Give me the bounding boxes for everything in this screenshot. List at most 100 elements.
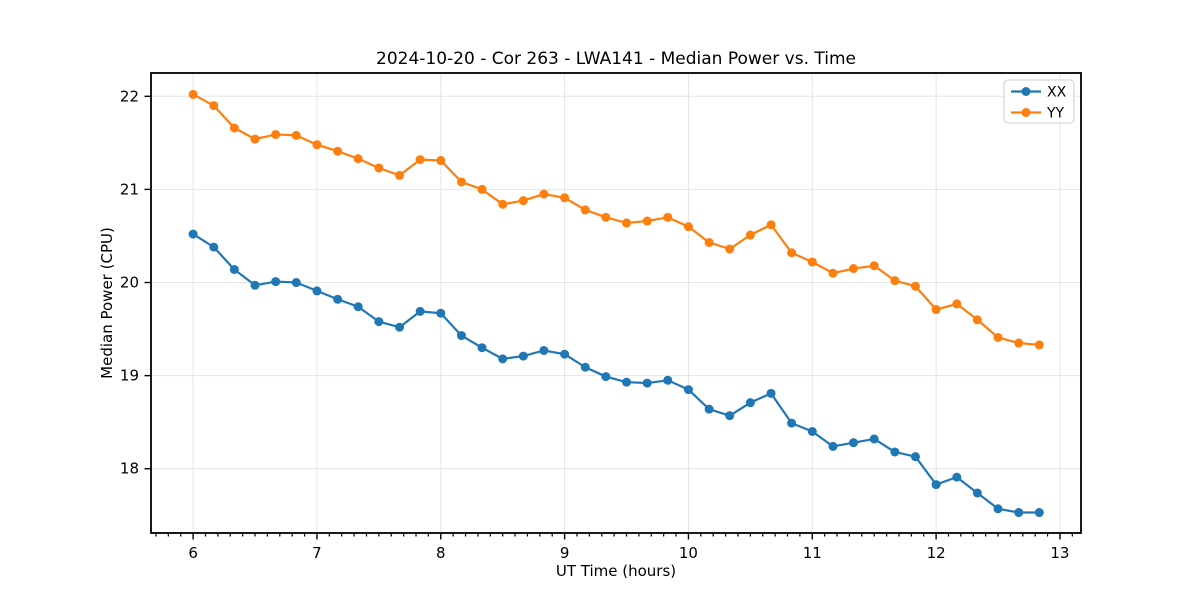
axis-tick-labels: 6 7 8 9 10 11 12 13 18 19 20 21 22 xyxy=(120,87,1070,562)
series-yy-marker xyxy=(622,218,632,228)
x-tick-label: 13 xyxy=(1050,544,1069,562)
y-tick-label: 22 xyxy=(120,87,139,105)
series-yy-marker xyxy=(1014,338,1024,348)
series-xx-marker xyxy=(1014,508,1024,518)
x-tick-label: 9 xyxy=(560,544,570,562)
series-xx-marker xyxy=(745,398,755,408)
series-xx-marker xyxy=(539,345,549,355)
series-yy-marker xyxy=(477,184,487,194)
series-xx-marker xyxy=(209,242,219,252)
series-yy-line xyxy=(192,93,1041,347)
series-xx-marker xyxy=(436,308,446,318)
series-yy-marker xyxy=(415,155,425,165)
series-yy-marker xyxy=(725,244,735,254)
series-xx-marker xyxy=(910,452,920,462)
series-xx-marker xyxy=(456,331,466,341)
legend-label: YY xyxy=(1046,106,1065,122)
legend-item-yy: YY xyxy=(1011,106,1065,122)
legend-marker-sample xyxy=(1021,87,1031,96)
series-yy-marker xyxy=(869,261,879,271)
legend-marker-sample xyxy=(1021,108,1031,117)
series-yy-marker xyxy=(683,222,693,232)
series-yy-marker xyxy=(539,189,549,199)
series-yy-marker xyxy=(828,268,838,278)
series-yy-marker xyxy=(601,212,611,222)
series-yy-marker xyxy=(972,315,982,325)
x-tick-label: 10 xyxy=(679,544,698,562)
series-xx-marker xyxy=(704,404,714,414)
series-xx-marker xyxy=(601,372,611,382)
series-yy-marker xyxy=(642,216,652,226)
legend: XX YY xyxy=(1003,79,1075,124)
x-tick-label: 8 xyxy=(436,544,446,562)
series-xx-marker xyxy=(869,434,879,444)
series-yy-marker xyxy=(374,163,384,173)
series-xx-marker xyxy=(250,280,260,290)
series-yy-marker xyxy=(807,257,817,267)
series-xx-marker xyxy=(952,472,962,482)
axes-spines xyxy=(150,72,1082,534)
y-tick-label: 18 xyxy=(120,460,139,478)
series-yy xyxy=(188,89,1044,350)
y-tick-label: 21 xyxy=(120,180,139,198)
series-xx-marker xyxy=(1034,508,1044,518)
series-xx-marker xyxy=(518,351,528,361)
series-yy-marker xyxy=(209,101,219,111)
series-yy-marker xyxy=(766,220,776,230)
x-axis-label: UT Time (hours) xyxy=(556,562,676,580)
series-xx-marker xyxy=(787,418,797,428)
plot-border xyxy=(150,72,1082,534)
series-yy-marker xyxy=(704,237,714,247)
x-tick-label: 11 xyxy=(803,544,822,562)
series-xx-marker xyxy=(807,427,817,437)
legend-item-xx: XX xyxy=(1011,85,1067,101)
series-xx-marker xyxy=(312,286,322,296)
series-yy-marker xyxy=(333,146,343,156)
series-yy-marker xyxy=(745,230,755,240)
series-xx-marker xyxy=(931,480,941,490)
series-yy-marker xyxy=(849,264,859,274)
series-yy-marker xyxy=(993,332,1003,342)
y-axis-label: Median Power (CPU) xyxy=(98,227,116,379)
series-yy-marker xyxy=(456,177,466,187)
series-yy-marker xyxy=(312,140,322,150)
series-xx-marker xyxy=(663,375,673,385)
series-xx-marker xyxy=(188,229,198,239)
series-yy-marker xyxy=(498,199,508,209)
series-xx xyxy=(188,229,1044,518)
series-xx-marker xyxy=(849,438,859,448)
series-xx-marker xyxy=(828,441,838,451)
y-tick-label: 20 xyxy=(120,274,139,292)
series-xx-marker xyxy=(972,488,982,498)
series-xx-marker xyxy=(683,385,693,395)
chart-title: 2024-10-20 - Cor 263 - LWA141 - Median P… xyxy=(376,49,856,69)
series-yy-marker xyxy=(436,156,446,166)
series-yy-marker xyxy=(663,212,673,222)
series-xx-marker xyxy=(622,377,632,387)
series-xx-marker xyxy=(890,447,900,457)
x-tick-label: 12 xyxy=(927,544,946,562)
series-xx-marker xyxy=(725,411,735,421)
series-yy-marker xyxy=(931,305,941,315)
series-xx-marker xyxy=(271,277,281,287)
series-xx-marker xyxy=(766,388,776,398)
y-tick-label: 19 xyxy=(120,367,139,385)
series-yy-marker xyxy=(580,205,590,215)
series-yy-marker xyxy=(229,123,239,133)
legend-label: XX xyxy=(1047,85,1067,101)
series-xx-marker xyxy=(395,322,405,332)
series-xx-marker xyxy=(498,354,508,364)
data-series xyxy=(188,89,1044,518)
series-yy-marker xyxy=(291,130,301,140)
series-yy-marker xyxy=(353,154,363,164)
series-xx-marker xyxy=(993,504,1003,514)
series-yy-marker xyxy=(271,129,281,139)
series-yy-marker xyxy=(188,89,198,99)
x-tick-label: 7 xyxy=(312,544,322,562)
series-yy-marker xyxy=(518,196,528,206)
series-xx-line xyxy=(192,232,1041,514)
series-xx-marker xyxy=(353,302,363,312)
axis-ticks xyxy=(144,95,1073,540)
